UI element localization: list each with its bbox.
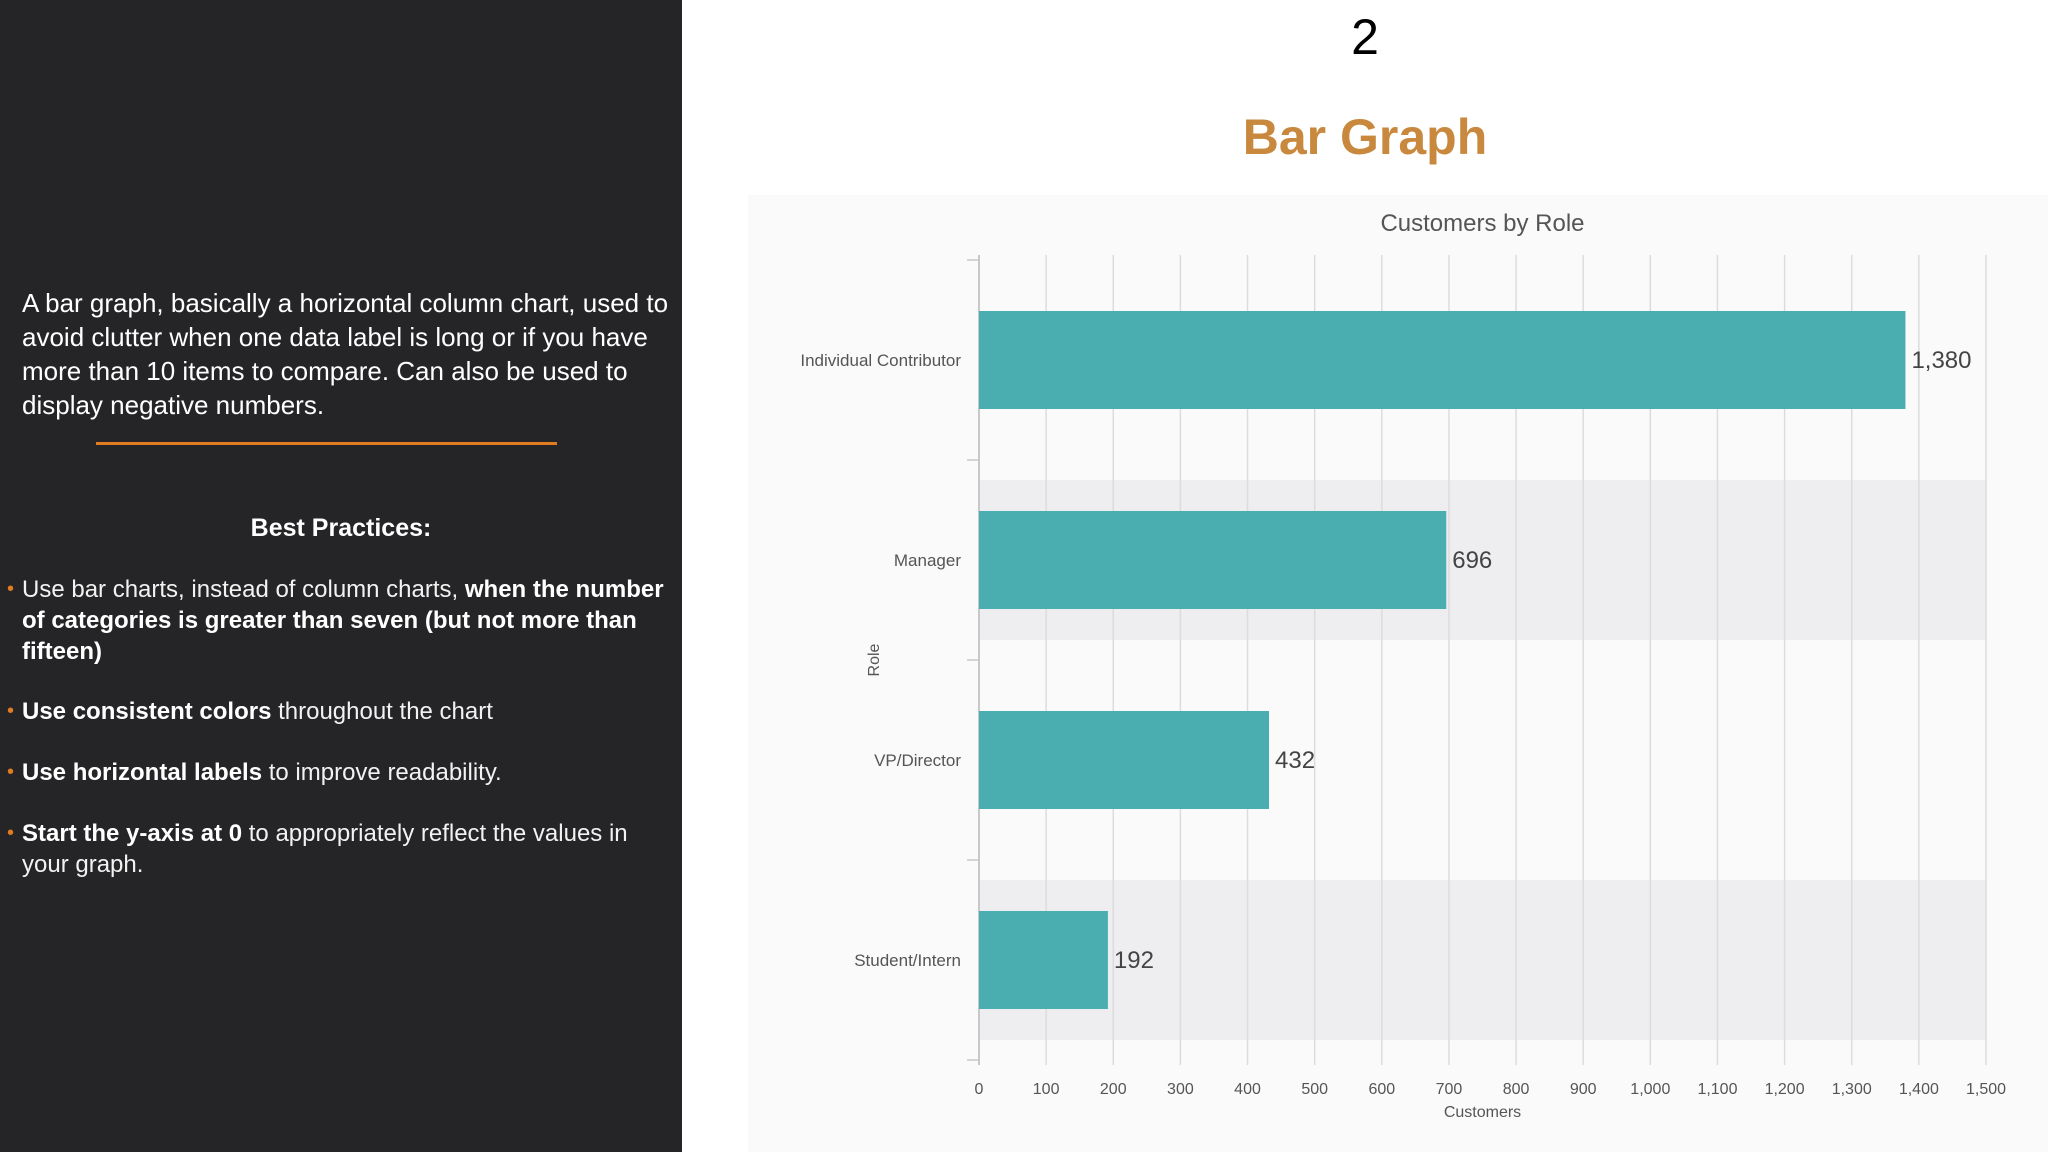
bullet-text: to appropriately reflect the values in y… [22,820,628,878]
chart-area: Customers by Role 1,380 Individual Contrib… [748,195,2048,1152]
bullet-dot-icon: • [7,822,15,844]
x-tick-label: 700 [1436,1081,1463,1098]
bar-value-label: 192 [1114,947,1154,974]
x-tick-label: 500 [1301,1081,1328,1098]
chart-title: Customers by Role [1380,210,1584,237]
slide-title: Bar Graph [1242,109,1488,165]
bullet-bold: Start the y-axis at 0 [22,820,243,847]
bullet-text: throughout the chart [271,698,493,725]
x-tick-label: 1,500 [1966,1081,2006,1098]
bar [979,711,1270,809]
x-tick-label: 1,200 [1765,1081,1805,1098]
bar [979,311,1906,409]
left-panel: A bar graph, basically a horizontal colu… [0,0,682,1152]
chart-band [979,880,1986,1040]
x-tick-label: 100 [1033,1081,1060,1098]
x-axis-label: Customers [1444,1104,1521,1121]
x-tick-label: 0 [975,1081,984,1098]
x-tick-label: 1,400 [1899,1081,1939,1098]
bullet-text: Use bar charts, instead of column charts… [22,576,465,603]
bar-chart: Customers by Role 1,380 Individual Contrib… [800,210,2006,1121]
x-tick-label: 200 [1100,1081,1127,1098]
x-tick-label: 400 [1234,1081,1261,1098]
bullet-bold: Use consistent colors [22,698,272,725]
x-tick-label: 900 [1570,1081,1597,1098]
x-tick-label: 1,100 [1697,1081,1737,1098]
x-tick-label: 600 [1368,1081,1395,1098]
category-label: Student/Intern [854,951,961,970]
bar-value-label: 696 [1452,547,1492,574]
bullet-bold: when the number of categories is greater… [22,576,664,665]
bullet-bold: Use horizontal labels [22,759,263,786]
bullet-item-4: • Start the y-axis at 0 to appropriately … [7,818,672,880]
category-label: Individual Contributor [800,351,961,370]
bullet-item-1: • Use bar charts, instead of column chart… [7,574,672,667]
bar [979,511,1447,609]
bar [979,911,1108,1009]
bullet-item-3: • Use horizontal labels to improve readab… [7,757,672,788]
bullet-item-2: • Use consistent colors throughout the ch… [7,696,672,727]
orange-divider [96,442,557,445]
y-axis-label: Role [866,643,883,676]
bar-value-label: 432 [1275,747,1315,774]
bullet-text: to improve readability. [262,759,502,786]
x-tick-label: 1,000 [1630,1081,1670,1098]
bullet-dot-icon: • [7,761,15,783]
x-tick-label: 300 [1167,1081,1194,1098]
category-label: VP/Director [874,751,961,770]
slide-number: 2 [1351,9,1379,65]
intro-text: A bar graph, basically a horizontal colu… [22,288,669,420]
bullet-dot-icon: • [7,700,15,722]
bar-value-label: 1,380 [1911,347,1971,374]
bullet-dot-icon: • [7,578,15,600]
category-label: Manager [894,551,961,570]
x-tick-label: 1,300 [1832,1081,1872,1098]
x-tick-label: 800 [1503,1081,1530,1098]
best-practices-title: Best Practices: [250,514,432,542]
